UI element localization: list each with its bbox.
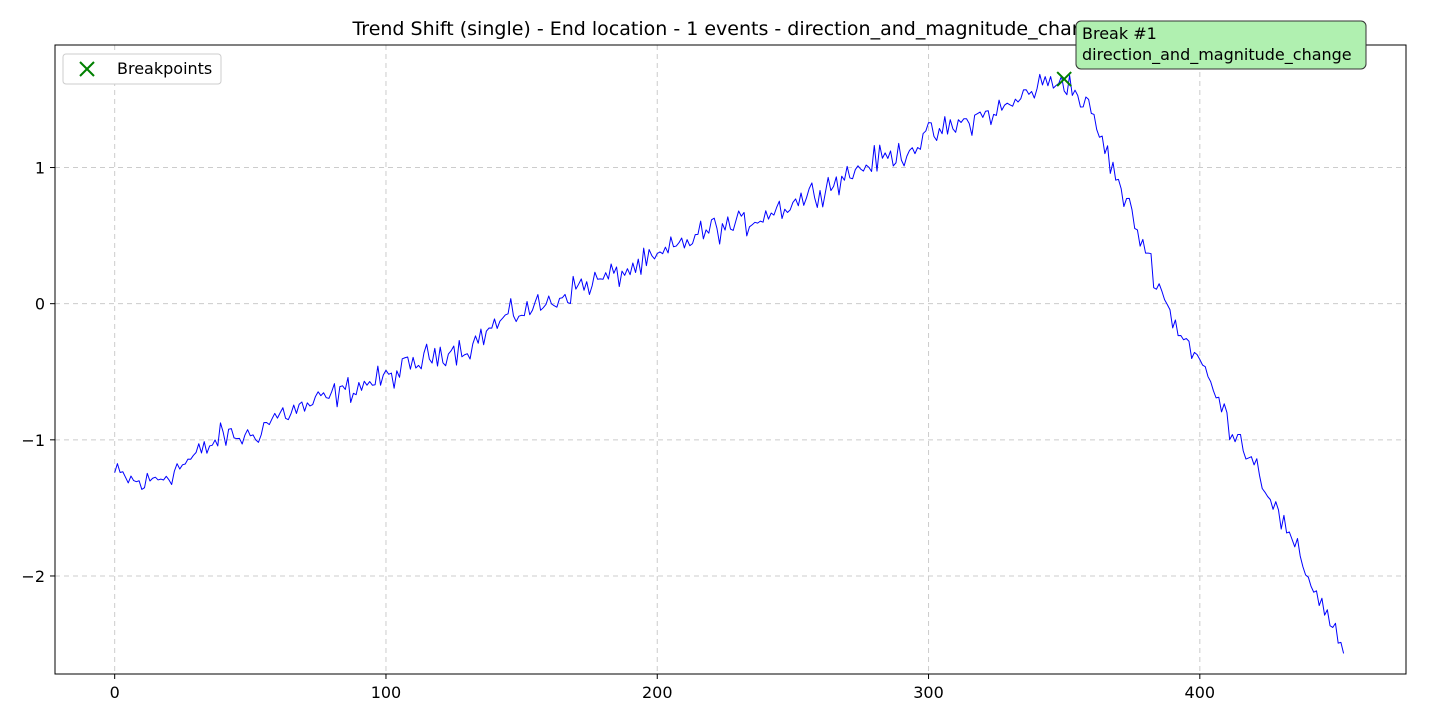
x-tick-label: 300: [913, 683, 944, 702]
x-tick-label: 200: [642, 683, 673, 702]
series-layer: [114, 73, 1345, 654]
y-tick-label: 0: [35, 295, 45, 314]
x-tick-label: 400: [1185, 683, 1216, 702]
breakpoint-marker: [1056, 71, 1072, 87]
x-tick-label: 0: [110, 683, 120, 702]
annotation-box: [1075, 20, 1367, 70]
annotation-line-1: Break #1: [1082, 24, 1157, 43]
series-line: [114, 73, 1345, 654]
y-tick-label: −2: [21, 567, 45, 586]
x-tick-label: 100: [371, 683, 402, 702]
breakpoint-layer: [1056, 71, 1072, 87]
annotation-line-2: direction_and_magnitude_change: [1082, 45, 1352, 65]
grid-layer: [55, 45, 1406, 674]
ticks-layer: 0 100 200 300 400 −2 −1 0 1: [21, 159, 1215, 702]
legend-breakpoint-marker-icon: [79, 61, 95, 77]
annotation-layer: Break #1 direction_and_magnitude_change: [1075, 20, 1367, 70]
y-tick-label: −1: [21, 431, 45, 450]
y-tick-label: 1: [35, 159, 45, 178]
legend-box: [62, 53, 222, 85]
plot-area-frame: [54, 44, 1407, 675]
legend: Breakpoints: [62, 53, 222, 85]
legend-label-breakpoints: Breakpoints: [117, 59, 212, 78]
breakpoint-marker-stroke: [1056, 71, 1072, 87]
chart-title: Trend Shift (single) - End location - 1 …: [351, 18, 1107, 40]
